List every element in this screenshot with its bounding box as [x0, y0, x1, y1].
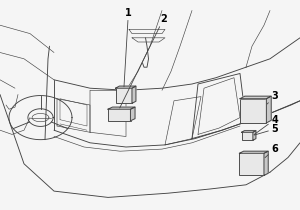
Text: 2: 2: [120, 14, 167, 108]
Polygon shape: [264, 151, 268, 175]
Polygon shape: [242, 131, 256, 132]
Polygon shape: [240, 96, 271, 99]
Bar: [240, 99, 266, 123]
Polygon shape: [132, 86, 136, 103]
Text: 3: 3: [267, 91, 278, 104]
Text: 1: 1: [124, 8, 132, 87]
Bar: [239, 153, 264, 175]
Polygon shape: [108, 107, 135, 109]
Text: 5: 5: [254, 124, 278, 135]
Polygon shape: [253, 131, 256, 140]
Text: 4: 4: [254, 115, 278, 135]
Bar: [108, 109, 130, 121]
Bar: [116, 88, 132, 103]
Polygon shape: [116, 86, 136, 88]
Polygon shape: [239, 151, 268, 153]
Polygon shape: [130, 107, 135, 121]
Text: 6: 6: [265, 144, 278, 158]
Bar: [242, 132, 253, 140]
Polygon shape: [266, 96, 271, 123]
